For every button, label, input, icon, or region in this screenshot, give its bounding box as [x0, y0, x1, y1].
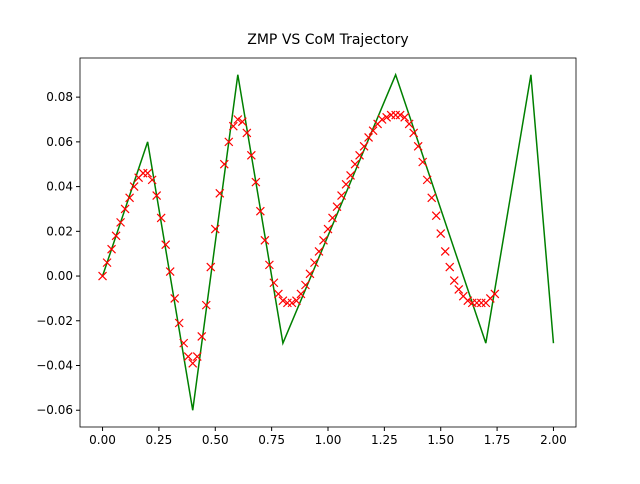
marker	[431, 211, 441, 221]
marker	[328, 213, 337, 223]
marker	[228, 121, 238, 131]
marker	[413, 141, 423, 151]
marker	[98, 271, 107, 281]
marker	[287, 298, 297, 308]
marker	[206, 262, 216, 272]
marker	[224, 137, 234, 147]
marker	[332, 202, 342, 212]
x-tick-label: 1.75	[484, 433, 511, 447]
marker	[237, 117, 247, 127]
marker	[242, 128, 252, 138]
marker	[116, 217, 126, 227]
marker	[422, 175, 432, 185]
marker	[125, 193, 135, 203]
x-tick-label: 1.00	[315, 433, 342, 447]
line	[101, 72, 555, 411]
y-tick-label: −0.04	[36, 359, 73, 373]
marker	[382, 112, 392, 122]
y-tick-label: 0.06	[46, 135, 73, 149]
marker	[107, 244, 116, 254]
marker	[418, 157, 428, 167]
marker	[197, 332, 207, 341]
marker	[179, 338, 189, 348]
marker	[273, 289, 283, 299]
marker	[305, 269, 315, 279]
marker	[170, 293, 180, 303]
marker	[427, 193, 437, 203]
y-tick-label: 0.04	[46, 180, 73, 194]
marker	[278, 296, 288, 306]
marker	[183, 352, 193, 361]
marker	[251, 177, 261, 187]
marker	[143, 168, 153, 178]
marker	[404, 119, 414, 129]
marker	[210, 224, 220, 234]
x-tick-label: 0.50	[202, 433, 229, 447]
marker	[233, 115, 243, 124]
marker	[296, 289, 306, 299]
marker	[449, 276, 459, 285]
marker	[440, 247, 450, 256]
marker	[337, 191, 346, 200]
marker	[219, 159, 229, 169]
marker	[102, 258, 112, 268]
marker	[350, 159, 360, 169]
marker	[341, 179, 351, 189]
marker	[409, 128, 419, 138]
marker	[292, 296, 301, 306]
marker	[192, 352, 202, 361]
marker	[395, 110, 405, 120]
marker	[264, 260, 274, 270]
x-tick-label: 0.25	[146, 433, 173, 447]
marker	[269, 278, 279, 288]
marker	[201, 300, 211, 310]
marker	[359, 141, 369, 151]
marker	[301, 280, 310, 290]
y-tick-label: 0.08	[46, 90, 73, 104]
marker	[310, 258, 319, 268]
marker	[246, 150, 256, 160]
x-tick-label: 1.25	[371, 433, 398, 447]
marker	[147, 175, 157, 185]
marker	[323, 224, 333, 234]
x-tick-label: 1.50	[427, 433, 454, 447]
y-tick-label: −0.02	[36, 314, 73, 328]
marker	[165, 267, 175, 276]
marker	[400, 112, 410, 122]
marker	[355, 150, 364, 160]
marker	[152, 191, 162, 200]
marker	[368, 126, 378, 136]
marker	[255, 206, 265, 216]
x-tick-label: 2.00	[540, 433, 567, 447]
plot-frame	[79, 57, 577, 428]
marker	[463, 296, 473, 306]
marker	[156, 213, 166, 223]
marker	[445, 262, 455, 272]
marker	[346, 170, 355, 180]
marker	[319, 235, 328, 245]
marker	[454, 285, 464, 294]
marker	[161, 240, 171, 250]
y-tick-label: 0.00	[46, 269, 73, 283]
marker	[314, 247, 324, 256]
marker	[436, 229, 446, 238]
y-tick-label: −0.06	[36, 403, 73, 417]
marker	[120, 204, 130, 214]
marker	[364, 132, 374, 142]
marker	[215, 188, 225, 198]
marker	[129, 182, 139, 192]
x-tick-label: 0.00	[89, 433, 116, 447]
chart-title: ZMP VS CoM Trajectory	[247, 32, 408, 48]
x-tick-label: 0.75	[258, 433, 285, 447]
marker	[174, 318, 184, 328]
marker	[377, 115, 387, 124]
marker	[188, 358, 198, 368]
marker	[490, 289, 500, 299]
y-tick-label: 0.02	[46, 224, 73, 238]
marker	[111, 231, 121, 241]
marker	[260, 235, 270, 245]
